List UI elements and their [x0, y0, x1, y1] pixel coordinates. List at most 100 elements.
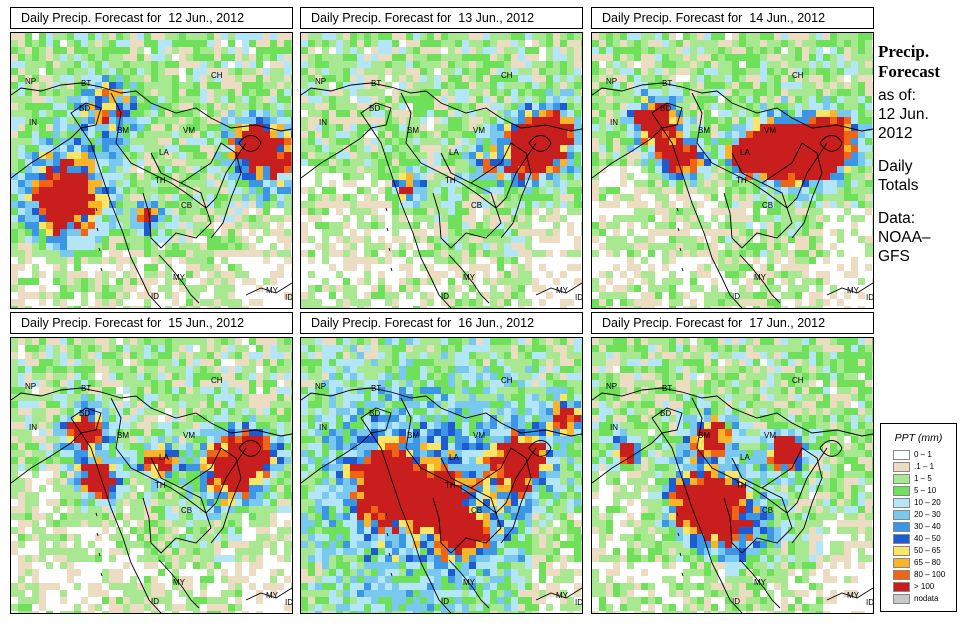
caption-daily-2: Totals: [878, 177, 919, 194]
country-label: MY: [463, 273, 476, 282]
country-label: ID: [441, 292, 449, 301]
country-label: MY: [173, 273, 186, 282]
country-label: ID: [732, 292, 740, 301]
country-label: BT: [81, 384, 91, 393]
country-label: BD: [369, 409, 380, 418]
country-label: NP: [25, 382, 36, 391]
legend-item: .1 – 1: [893, 462, 955, 473]
caption-daily-1: Daily: [878, 158, 913, 175]
country-label: LA: [449, 148, 459, 157]
legend-swatch: [893, 594, 910, 604]
caption-asof: as of:: [878, 87, 916, 104]
legend-label: 1 – 5: [914, 474, 932, 483]
precip-field: [11, 33, 292, 308]
panel-title: Daily Precip. Forecast for 15 Jun., 2012: [10, 312, 293, 334]
country-label: CH: [501, 376, 513, 385]
legend-swatch: [893, 498, 910, 508]
country-label: MY: [266, 286, 279, 295]
caption-data-2: NOAA–: [878, 229, 931, 246]
legend-item: 50 – 65: [893, 546, 955, 557]
country-label: MY: [173, 578, 186, 587]
legend-swatch: [893, 570, 910, 580]
country-label: TH: [736, 481, 747, 490]
country-label: CB: [471, 201, 482, 210]
country-label: LA: [159, 148, 169, 157]
legend-item: 0 – 1: [893, 450, 955, 461]
caption-data-1: Data:: [878, 210, 916, 227]
precip-map-canvas: NP BT BD IN CH BM VM LA TH CB MY ID MY ID: [592, 33, 873, 308]
country-label: IN: [319, 118, 327, 127]
country-label: ID: [285, 293, 292, 302]
legend-item: 80 – 100: [893, 570, 955, 581]
country-label: ID: [441, 597, 449, 606]
precip-map-canvas: NP BT BD IN CH BM VM LA TH CB MY ID MY ID: [11, 33, 292, 308]
country-label: BM: [117, 126, 129, 135]
country-label: VM: [473, 126, 485, 135]
country-label: CB: [762, 201, 773, 210]
legend-swatch: [893, 462, 910, 472]
ppt-legend: PPT (mm) 0 – 1 .1 – 1 1 – 5 5 – 10 10 – 20 20…: [880, 423, 957, 612]
country-label: BM: [407, 431, 419, 440]
country-label: LA: [449, 453, 459, 462]
legend-swatch: [893, 486, 910, 496]
country-borders: [301, 387, 582, 613]
country-label: TH: [736, 176, 747, 185]
country-label: MY: [754, 578, 767, 587]
legend-item: 40 – 50: [893, 534, 955, 545]
country-label: VM: [764, 126, 776, 135]
precip-field: [11, 338, 292, 613]
precip-map-canvas: NP BT BD IN CH BM VM LA TH CB MY ID MY ID: [592, 338, 873, 613]
precip-map: NP BT BD IN CH BM VM LA TH CB MY ID MY ID: [591, 337, 874, 614]
country-label: BM: [698, 126, 710, 135]
legend-item: 30 – 40: [893, 522, 955, 533]
country-label: MY: [754, 273, 767, 282]
country-label: CH: [211, 71, 223, 80]
country-label: TH: [445, 481, 456, 490]
country-label: ID: [575, 293, 582, 302]
panel-title: Daily Precip. Forecast for 13 Jun., 2012: [300, 7, 583, 29]
country-label: BT: [371, 79, 381, 88]
legend-item: nodata: [893, 594, 955, 605]
country-label: CH: [211, 376, 223, 385]
country-label: TH: [445, 176, 456, 185]
country-label: IN: [29, 118, 37, 127]
legend-swatch: [893, 558, 910, 568]
country-label: VM: [764, 431, 776, 440]
country-label: BD: [660, 104, 671, 113]
country-label: MY: [266, 591, 279, 600]
country-label: CB: [762, 506, 773, 515]
country-label: NP: [25, 77, 36, 86]
legend-item: 20 – 30: [893, 510, 955, 521]
panel-title: Daily Precip. Forecast for 12 Jun., 2012: [10, 7, 293, 29]
legend-item: 1 – 5: [893, 474, 955, 485]
precip-field: [301, 33, 582, 308]
country-label: NP: [315, 77, 326, 86]
caption-date-1: 12 Jun.: [878, 106, 929, 123]
legend-swatch: [893, 546, 910, 556]
country-label: MY: [556, 591, 569, 600]
country-label: VM: [183, 431, 195, 440]
legend-label: 30 – 40: [914, 522, 941, 531]
precip-map: NP BT BD IN CH BM VM LA TH CB MY ID MY ID: [300, 32, 583, 309]
legend-label: 5 – 10: [914, 486, 937, 495]
country-borders: [592, 387, 873, 613]
country-label: ID: [285, 598, 292, 607]
legend-label: nodata: [914, 594, 939, 603]
precip-map-canvas: NP BT BD IN CH BM VM LA TH CB MY ID MY ID: [301, 338, 582, 613]
country-label: BM: [698, 431, 710, 440]
country-label: ID: [732, 597, 740, 606]
precip-map-canvas: NP BT BD IN CH BM VM LA TH CB MY ID MY ID: [11, 338, 292, 613]
country-label: BT: [662, 79, 672, 88]
precip-map-canvas: NP BT BD IN CH BM VM LA TH CB MY ID MY ID: [301, 33, 582, 308]
precip-field: [592, 33, 873, 308]
country-label: NP: [315, 382, 326, 391]
country-borders: [592, 82, 873, 308]
legend-item: 5 – 10: [893, 486, 955, 497]
country-label: MY: [847, 286, 860, 295]
country-borders: [301, 82, 582, 308]
legend-swatch: [893, 582, 910, 592]
country-label: ID: [151, 597, 159, 606]
legend-label: 80 – 100: [914, 570, 946, 579]
legend-item: 65 – 80: [893, 558, 955, 569]
country-label: NP: [606, 77, 617, 86]
